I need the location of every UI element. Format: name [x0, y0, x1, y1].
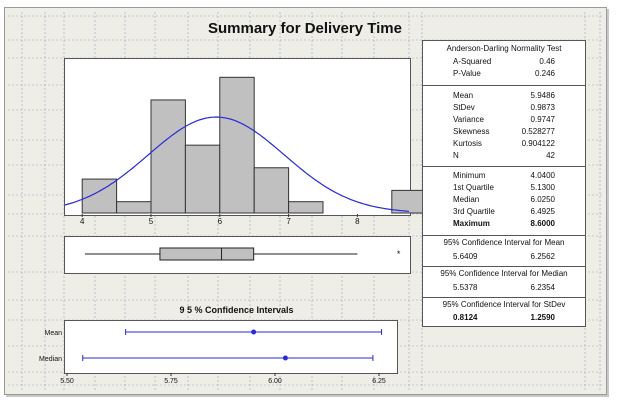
- normal-fit-curve: [64, 116, 410, 212]
- ci-stdev-group: 95% Confidence Interval for StDev 0.8124…: [423, 298, 585, 325]
- stat-label: P-Value: [453, 69, 481, 78]
- stat-value: 0.904122: [521, 139, 555, 148]
- stat-row: 3rd Quartile 6.4925: [423, 207, 585, 218]
- ci-point-estimate: [251, 329, 257, 335]
- stat-row: 1st Quartile 5.1300: [423, 183, 585, 194]
- stat-value: 4.0400: [530, 171, 555, 180]
- normality-header: Anderson-Darling Normality Test: [423, 44, 585, 55]
- ci-median-header: 95% Confidence Interval for Median: [423, 269, 585, 280]
- ci-stdev-high: 1.2590: [530, 313, 555, 322]
- normality-test-group: Anderson-Darling Normality Test A-Square…: [423, 41, 585, 86]
- stat-row: P-Value 0.246: [423, 69, 585, 80]
- ci-tick-label: 5.75: [164, 378, 178, 385]
- histogram-bar: [184, 144, 221, 214]
- stat-value: 0.528277: [521, 127, 555, 136]
- moments-group: Mean 5.9486 StDev 0.9873 Variance 0.9747…: [423, 86, 585, 167]
- ci-mean-header: 95% Confidence Interval for Mean: [423, 238, 585, 249]
- stats-table: Anderson-Darling Normality Test A-Square…: [422, 40, 586, 327]
- ci-frame: [64, 320, 398, 374]
- ci-stdev-header-text: 95% Confidence Interval for StDev: [442, 300, 566, 309]
- histogram-bar: [219, 76, 255, 214]
- boxplot-outlier: *: [397, 249, 401, 259]
- histogram-tick-label: 4: [80, 217, 85, 226]
- stat-row: N 42: [423, 151, 585, 162]
- ci-category-label: Median: [39, 356, 62, 363]
- ci-median-header-text: 95% Confidence Interval for Median: [440, 269, 568, 278]
- ci-tick-label: 6.00: [268, 378, 282, 385]
- stat-value: 6.0250: [530, 195, 555, 204]
- ci-stdev-values: 0.8124 1.2590: [423, 313, 585, 324]
- ci-mean-values: 5.6409 6.2562: [423, 252, 585, 263]
- histogram-tick-label: 8: [355, 217, 360, 226]
- histogram-bar: [253, 167, 290, 214]
- stat-row: Kurtosis 0.904122: [423, 139, 585, 150]
- stat-value: 5.1300: [530, 183, 555, 192]
- stat-row: Variance 0.9747: [423, 115, 585, 126]
- stat-value: 0.9873: [530, 103, 555, 112]
- stat-value: 5.9486: [530, 91, 555, 100]
- stat-value: 8.6000: [530, 219, 555, 228]
- ci-median-values: 5.5378 6.2354: [423, 283, 585, 294]
- ci-mean-header-text: 95% Confidence Interval for Mean: [443, 238, 565, 247]
- stat-value: 0.46: [539, 57, 555, 66]
- stat-label: Mean: [453, 91, 474, 100]
- stat-value: 0.9747: [530, 115, 555, 124]
- stat-row: A-Squared 0.46: [423, 57, 585, 68]
- stat-label: 3rd Quartile: [453, 207, 495, 216]
- ci-mean-group: 95% Confidence Interval for Mean 5.6409 …: [423, 236, 585, 267]
- ci-tick-label: 6.25: [372, 378, 386, 385]
- chart-title: Summary for Delivery Time: [208, 20, 402, 37]
- normality-header-text: Anderson-Darling Normality Test: [446, 44, 562, 53]
- ci-point-estimate: [282, 355, 288, 361]
- ci-stdev-low: 0.8124: [453, 313, 478, 322]
- ci-mean-low: 5.6409: [453, 252, 478, 261]
- stat-value: 0.246: [534, 69, 555, 78]
- quantiles-group: Minimum 4.0400 1st Quartile 5.1300 Media…: [423, 167, 585, 236]
- ci-tick-label: 5.50: [60, 378, 74, 385]
- stat-label: Median: [453, 195, 480, 204]
- histogram-bar: [150, 99, 186, 214]
- stat-value: 6.4925: [530, 207, 555, 216]
- stat-label: Kurtosis: [453, 139, 482, 148]
- stat-label: StDev: [453, 103, 475, 112]
- histogram-bar: [288, 201, 324, 214]
- ci-median-low: 5.5378: [453, 283, 478, 292]
- ci-median-group: 95% Confidence Interval for Median 5.537…: [423, 267, 585, 298]
- stat-row: Minimum 4.0400: [423, 171, 585, 182]
- stat-label: 1st Quartile: [453, 183, 494, 192]
- stat-label: N: [453, 151, 459, 160]
- histogram-tick-label: 7: [286, 217, 291, 226]
- stat-label: Maximum: [453, 219, 490, 228]
- stat-value: 42: [546, 151, 555, 160]
- ci-mean-high: 6.2562: [530, 252, 555, 261]
- ci-stdev-header: 95% Confidence Interval for StDev: [423, 300, 585, 311]
- stat-row: Median 6.0250: [423, 195, 585, 206]
- stat-row: Mean 5.9486: [423, 91, 585, 102]
- stat-label: Skewness: [453, 127, 490, 136]
- stat-label: Variance: [453, 115, 484, 124]
- stat-row: StDev 0.9873: [423, 103, 585, 114]
- histogram-tick-label: 6: [218, 217, 223, 226]
- stat-row: Maximum 8.6000: [423, 219, 585, 230]
- ci-category-label: Mean: [44, 330, 62, 337]
- stat-row: Skewness 0.528277: [423, 127, 585, 138]
- stat-label: Minimum: [453, 171, 486, 180]
- stat-label: A-Squared: [453, 57, 492, 66]
- boxplot-box: [159, 247, 255, 261]
- ci-chart-title: 9 5 % Confidence Intervals: [179, 305, 294, 315]
- ci-median-high: 6.2354: [530, 283, 555, 292]
- histogram-tick-label: 5: [149, 217, 154, 226]
